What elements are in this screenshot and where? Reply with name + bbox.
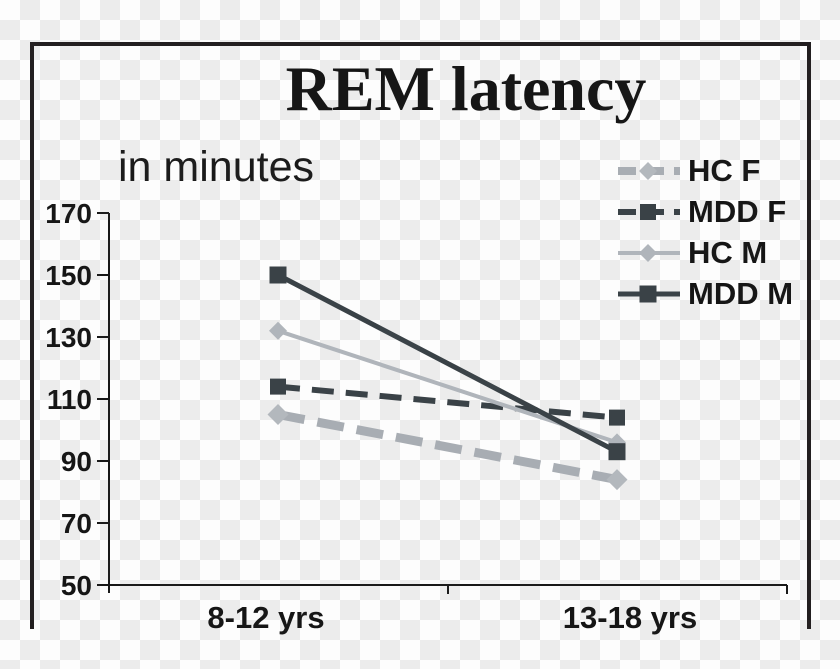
y-tick-label: 70 xyxy=(61,508,92,539)
chart-frame xyxy=(30,42,811,629)
legend-label-mdd-f: MDD F xyxy=(688,193,787,229)
legend-marker xyxy=(639,243,657,262)
legend: HC F MDD F HC M MDD M xyxy=(617,150,827,314)
x-category-label-2: 13-18 yrs xyxy=(562,600,698,635)
legend-swatch-hc-m xyxy=(618,243,680,262)
y-tick-label: 150 xyxy=(45,260,92,291)
legend-swatch-hc-f xyxy=(618,161,680,180)
series-line-hc-f xyxy=(277,410,618,485)
legend-marker xyxy=(639,161,657,180)
y-tick-label: 90 xyxy=(61,446,92,477)
legend-marker xyxy=(639,285,657,302)
legend-swatch-mdd-f xyxy=(618,203,680,220)
legend-item-mdd-m: MDD M xyxy=(617,273,827,314)
legend-item-mdd-f: MDD F xyxy=(617,191,827,232)
legend-item-hc-f: HC F xyxy=(617,150,827,191)
legend-swatch-mdd-m xyxy=(618,285,680,302)
series-marker-hc-f xyxy=(606,469,628,491)
legend-label-hc-m: HC M xyxy=(688,234,768,270)
y-tick-label: 50 xyxy=(61,570,92,601)
legend-item-hc-m: HC M xyxy=(617,232,827,273)
y-tick-label: 130 xyxy=(45,322,92,353)
series-marker-hc-m xyxy=(269,321,287,340)
series-marker-mdd-f xyxy=(609,409,625,426)
legend-marker xyxy=(640,203,656,220)
series-line-mdd-m xyxy=(276,272,619,454)
chart-title: REM latency xyxy=(285,53,647,124)
y-axis-unit-label: in minutes xyxy=(118,143,314,191)
x-category-label-1: 8-12 yrs xyxy=(207,600,325,635)
series-marker-mdd-m xyxy=(269,266,287,284)
series-line-mdd-f xyxy=(277,383,618,421)
y-tick-label: 170 xyxy=(45,198,92,229)
series-marker-mdd-f xyxy=(270,378,286,395)
legend-label-mdd-m: MDD M xyxy=(688,275,794,311)
series-marker-hc-f xyxy=(267,404,289,425)
y-tick-label: 110 xyxy=(47,384,92,415)
legend-label-hc-f: HC F xyxy=(688,152,761,188)
series-marker-mdd-m xyxy=(608,443,626,461)
